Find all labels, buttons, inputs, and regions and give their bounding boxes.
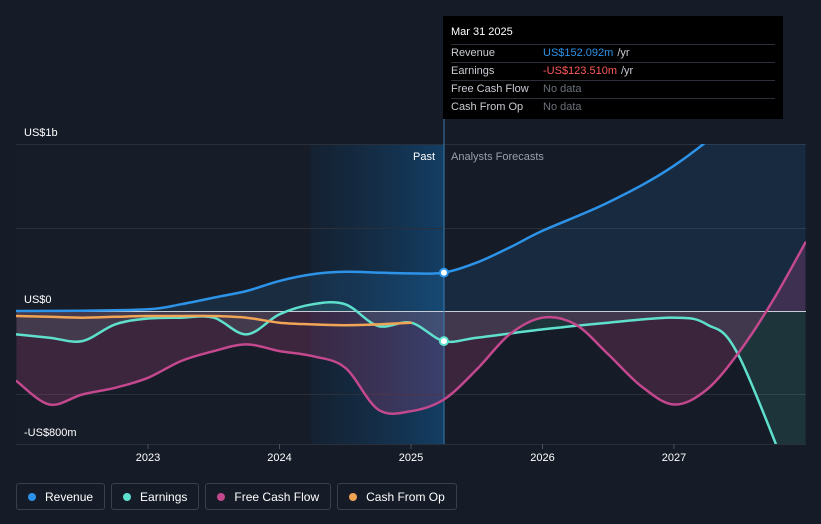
x-tick-label: 2025 bbox=[399, 452, 423, 464]
tooltip-value: -US$123.510m bbox=[543, 65, 617, 77]
tooltip-value: No data bbox=[543, 101, 582, 113]
legend-label: Cash From Op bbox=[366, 489, 445, 504]
tooltip-row-revenue: Revenue US$152.092m /yr bbox=[451, 44, 775, 62]
revenue-line bbox=[16, 144, 706, 313]
legend-item-cash-from-op[interactable]: Cash From Op bbox=[337, 483, 457, 510]
cash-from-op-line bbox=[16, 314, 413, 327]
forecast-label: Analysts Forecasts bbox=[451, 151, 544, 163]
tooltip-key: Earnings bbox=[451, 65, 495, 77]
legend: Revenue Earnings Free Cash Flow Cash Fro… bbox=[16, 483, 457, 510]
tooltip-value: US$152.092m bbox=[543, 47, 614, 59]
tooltip-key: Free Cash Flow bbox=[451, 83, 529, 95]
legend-item-revenue[interactable]: Revenue bbox=[16, 483, 106, 510]
past-label: Past bbox=[413, 151, 435, 163]
legend-item-earnings[interactable]: Earnings bbox=[111, 483, 200, 510]
tooltip-key: Revenue bbox=[451, 47, 496, 59]
legend-label: Earnings bbox=[140, 489, 188, 504]
tooltip: Mar 31 2025 Revenue US$152.092m /yr Earn… bbox=[443, 16, 783, 119]
free-cash-flow-area bbox=[16, 242, 806, 414]
earnings-line bbox=[16, 301, 778, 444]
legend-dot-icon bbox=[123, 492, 132, 501]
tooltip-row-free-cash-flow: Free Cash Flow No data bbox=[451, 80, 775, 98]
y-label-top: US$1b bbox=[24, 127, 58, 139]
x-tick-label: 2026 bbox=[530, 452, 554, 464]
y-label-bottom: -US$800m bbox=[24, 427, 77, 439]
earnings-marker bbox=[438, 336, 449, 347]
tooltip-row-cash-from-op: Cash From Op No data bbox=[451, 98, 775, 116]
x-tick-label: 2027 bbox=[662, 452, 686, 464]
legend-dot-icon bbox=[217, 492, 226, 501]
revenue-marker bbox=[438, 267, 449, 278]
tooltip-unit: /yr bbox=[617, 47, 630, 59]
x-tick-label: 2024 bbox=[267, 452, 291, 464]
legend-label: Free Cash Flow bbox=[234, 489, 320, 504]
tooltip-row-earnings: Earnings -US$123.510m /yr bbox=[451, 62, 775, 80]
tooltip-unit: /yr bbox=[621, 65, 634, 77]
x-tick-label: 2023 bbox=[136, 452, 160, 464]
legend-dot-icon bbox=[349, 492, 358, 501]
legend-label: Revenue bbox=[45, 489, 94, 504]
free-cash-flow-line bbox=[16, 241, 806, 415]
legend-item-free-cash-flow[interactable]: Free Cash Flow bbox=[205, 483, 332, 510]
tooltip-key: Cash From Op bbox=[451, 101, 524, 113]
tooltip-date: Mar 31 2025 bbox=[451, 26, 513, 38]
y-label-zero: US$0 bbox=[24, 294, 52, 306]
legend-dot-icon bbox=[28, 492, 36, 501]
tooltip-value: No data bbox=[543, 83, 582, 95]
revenue-area bbox=[16, 144, 806, 311]
